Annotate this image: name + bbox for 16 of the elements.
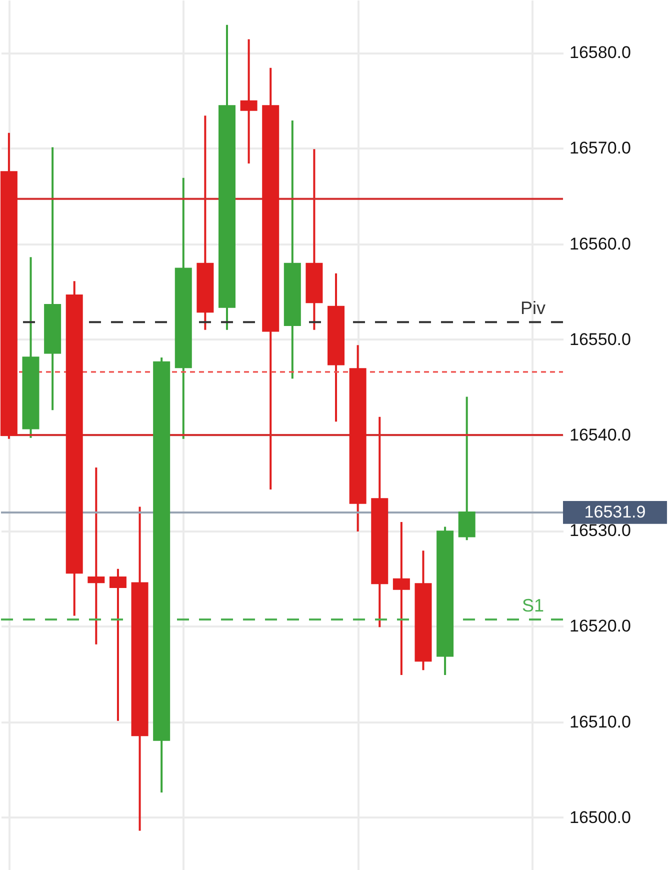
candlestick bbox=[88, 466, 105, 646]
ref-line-label: Piv bbox=[520, 298, 546, 318]
y-tick-label: 16530.0 bbox=[570, 521, 631, 540]
y-tick-label: 16570.0 bbox=[570, 138, 631, 158]
y-tick-label: 16510.0 bbox=[570, 712, 631, 732]
candlestick bbox=[392, 521, 410, 676]
y-tick-label: 16550.0 bbox=[570, 330, 631, 349]
candlestick bbox=[240, 38, 258, 164]
candlestick bbox=[109, 568, 126, 722]
y-tick-label: 16560.0 bbox=[570, 234, 631, 254]
ref-line-label: S1 bbox=[522, 596, 544, 616]
y-tick-label: 16580.0 bbox=[570, 43, 631, 62]
y-tick-label: 16500.0 bbox=[570, 808, 631, 827]
ref-line-label: 16531.9 bbox=[584, 502, 646, 522]
y-tick-label: 16520.0 bbox=[570, 616, 631, 636]
y-tick-label: 16540.0 bbox=[570, 426, 631, 444]
